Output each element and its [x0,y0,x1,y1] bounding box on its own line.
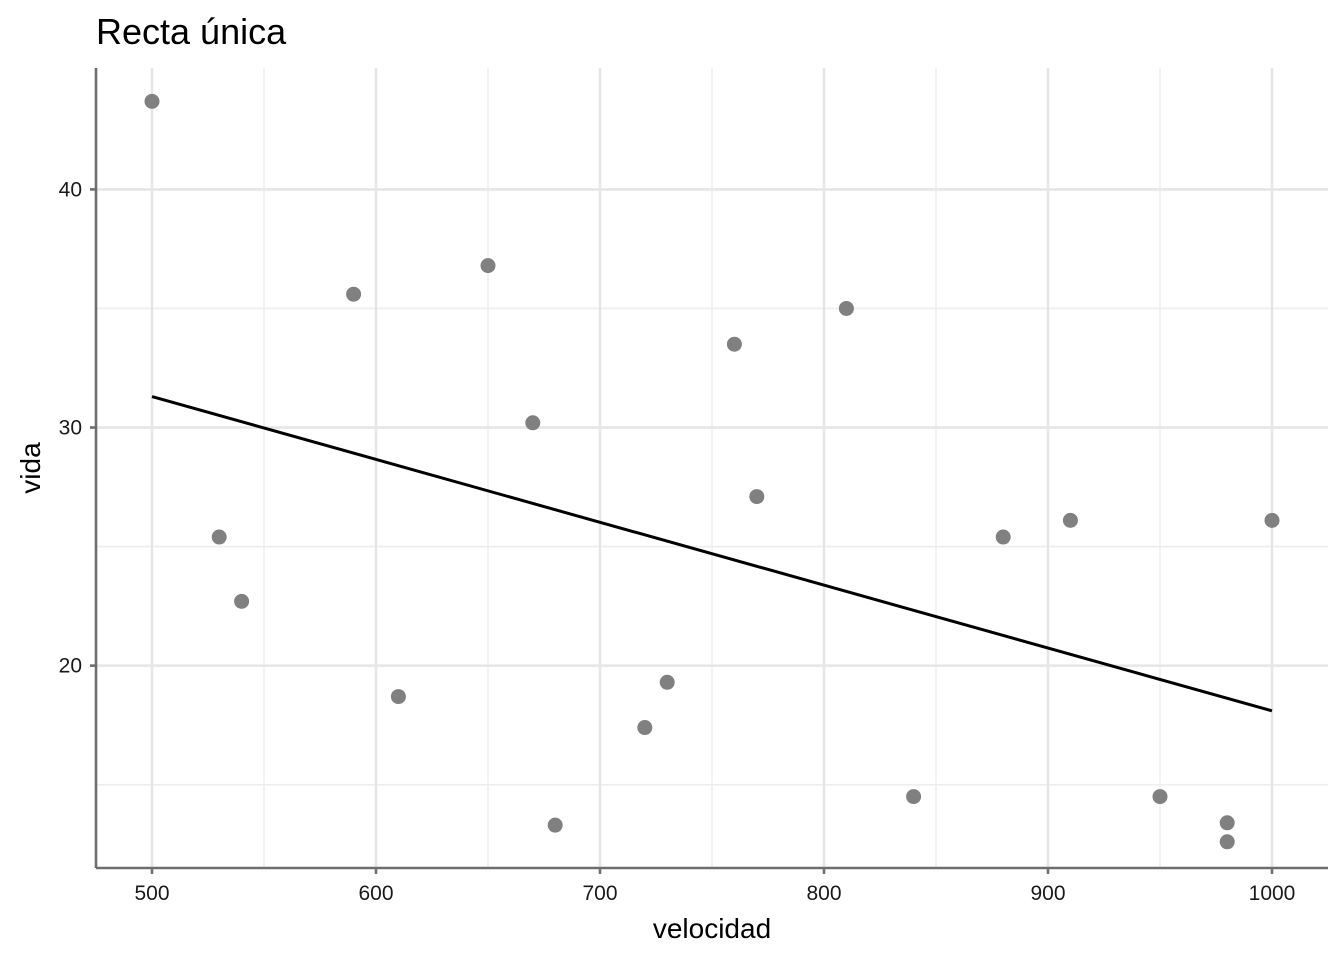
data-point [480,258,496,274]
data-point [234,593,250,609]
data-point [1219,834,1235,850]
data-point [346,286,362,302]
data-point [390,689,406,705]
x-tick-label: 600 [358,882,393,905]
data-point [211,529,227,545]
y-tick-label: 20 [59,655,82,678]
chart-title: Recta única [96,11,287,52]
data-point [547,817,563,833]
fit-line-layer [151,395,1273,713]
data-point [1219,815,1235,831]
y-tick-labels: 20 30 40 [59,178,82,677]
major-gridlines [96,68,1328,868]
data-point [637,720,653,736]
data-point [1062,512,1078,528]
x-tick-label: 500 [134,882,169,905]
y-tick-label: 40 [59,178,82,201]
data-point [906,789,922,805]
regression-line [151,395,1273,713]
x-tick-label: 800 [806,882,841,905]
x-tick-label: 1000 [1249,882,1296,905]
y-axis-title: vida [15,442,46,494]
points-layer [144,93,1280,850]
data-point [838,300,854,316]
y-tick-label: 30 [59,417,82,440]
x-tick-label: 700 [582,882,617,905]
data-point [1264,512,1280,528]
x-tick-label: 900 [1030,882,1065,905]
minor-gridlines [96,68,1328,868]
data-point [726,336,742,352]
axes [90,68,1328,874]
data-point [1152,789,1168,805]
data-point [144,93,160,109]
x-tick-labels: 500 600 700 800 900 1000 [134,882,1295,905]
data-point [749,489,765,505]
data-point [659,674,675,690]
x-axis-title: velocidad [653,913,771,944]
data-point [995,529,1011,545]
data-point [525,415,541,431]
